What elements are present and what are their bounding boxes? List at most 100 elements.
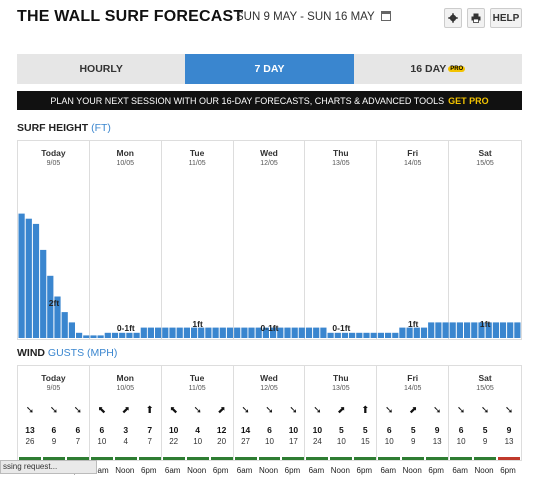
surf-bar [478,322,485,338]
wind-gust: 26 [25,437,35,446]
surf-bar [284,327,291,338]
day-column[interactable]: Mon 10/05 [90,141,162,339]
tab-hourly-label: HOURLY [79,63,123,75]
surf-bar [464,322,471,338]
surf-bar [147,327,154,338]
surf-bar [54,296,61,338]
wind-speed: 6 [99,425,105,435]
wind-gust: 13 [432,437,442,446]
wind-gust: 10 [97,437,107,446]
wind-gust: 9 [482,437,488,446]
time-label: 6am [452,466,468,475]
day-name: Tue [189,148,205,158]
wind-speed: 10 [168,425,179,435]
surf-bar [61,312,68,338]
wind-direction-arrow-icon: ➘ [49,405,59,416]
day-column[interactable]: Mon 10/05 [90,366,162,460]
day-column[interactable]: Tue 11/05 [162,366,234,460]
time-label: 6am [164,466,181,475]
tab-7-day-label: 7 DAY [254,63,285,75]
surf-bar [363,332,370,338]
surf-bar [83,335,90,338]
time-label: Noon [115,466,135,475]
surf-height-label: 1ft [480,319,491,329]
wind-gust: 10 [456,437,466,446]
surf-bar [442,322,449,338]
surf-bar [305,327,313,338]
day-column[interactable]: Wed 12/05 [234,141,306,339]
day-name: Sat [478,373,492,383]
wind-speed: 3 [123,425,129,435]
surf-bar [133,332,140,338]
surf-bar [399,327,406,338]
surf-bar [111,332,119,338]
day-name: Sat [478,148,492,158]
surf-bar [126,332,133,338]
surf-bar [334,332,341,338]
wind-rating-bar [66,457,89,460]
time-label: Noon [187,466,207,475]
surf-height-label: 0-1ft [261,323,279,333]
wind-rating-bar [354,457,377,460]
surf-bar [219,327,226,338]
wind-gust: 10 [384,437,394,446]
tab-7-day[interactable]: 7 DAY [185,54,354,84]
day-column[interactable]: Fri 14/05 [377,141,450,339]
help-button[interactable]: HELP [490,8,522,28]
surf-bar [248,327,255,338]
print-button[interactable] [467,8,485,28]
wind-speed: 12 [216,425,227,435]
day-date: 13/05 [332,160,350,167]
wind-rating-bar [234,457,257,460]
promo-banner[interactable]: PLAN YOUR NEXT SESSION WITH OUR 16-DAY F… [17,91,522,110]
day-date: 15/05 [476,160,494,167]
surf-bar [18,213,25,338]
settings-button[interactable] [444,8,462,28]
day-column[interactable]: Sat 15/05 [449,141,521,339]
surf-bar [428,322,435,338]
surf-bar [97,335,104,338]
tab-16-day[interactable]: 16 DAY PRO [353,54,522,84]
surf-bar [377,332,384,338]
wind-rating-bar [186,457,209,460]
time-label: Noon [402,466,422,475]
header: THE WALL SURF FORECAST SUN 9 MAY - SUN 1… [17,8,522,28]
tab-hourly[interactable]: HOURLY [17,54,186,84]
day-column[interactable]: Today 9/05 [18,366,90,460]
day-column[interactable]: Wed 12/05 [234,366,306,460]
wind-direction-arrow-icon: ➘ [385,405,394,416]
get-pro-link[interactable]: GET PRO [448,95,489,106]
day-column[interactable]: Tue 11/05 [162,141,234,339]
surf-bar [155,327,162,338]
wind-title: WIND GUSTS (MPH) [17,347,117,359]
status-bar: ssing request... [0,460,97,474]
day-date: 9/05 [46,160,61,167]
wind-gust: 22 [169,437,179,446]
day-name: Wed [260,148,278,158]
wind-gust: 27 [241,437,250,446]
wind-speed: 10 [288,425,299,435]
surf-bar [68,322,75,338]
wind-direction-arrow-icon: ⬉ [169,405,178,416]
surf-height-label: 1ft [192,319,203,329]
surf-bar [255,327,262,338]
surf-bar [270,327,277,338]
day-column[interactable]: Thu 13/05 [305,366,378,460]
wind-rating-bar [378,457,401,460]
day-column[interactable]: Thu 13/05 [305,141,378,339]
surf-bar [492,322,499,338]
day-column[interactable]: Today 9/05 [18,141,90,339]
time-label: 6pm [428,466,444,475]
calendar-icon[interactable] [380,11,391,21]
time-label: 6pm [356,466,373,475]
wind-rating-bar [258,457,281,460]
day-column[interactable]: Fri 14/05 [377,366,450,460]
day-column[interactable]: Sat 15/05 [449,366,521,460]
wind-speed: 6 [267,425,272,435]
surf-bar [32,223,40,338]
surf-bar [392,332,399,338]
wind-direction-arrow-icon: ➘ [193,405,202,416]
wind-speed: 13 [25,425,35,435]
wind-rating-bar [498,457,520,460]
date-range[interactable]: SUN 9 MAY - SUN 16 MAY [236,11,391,23]
